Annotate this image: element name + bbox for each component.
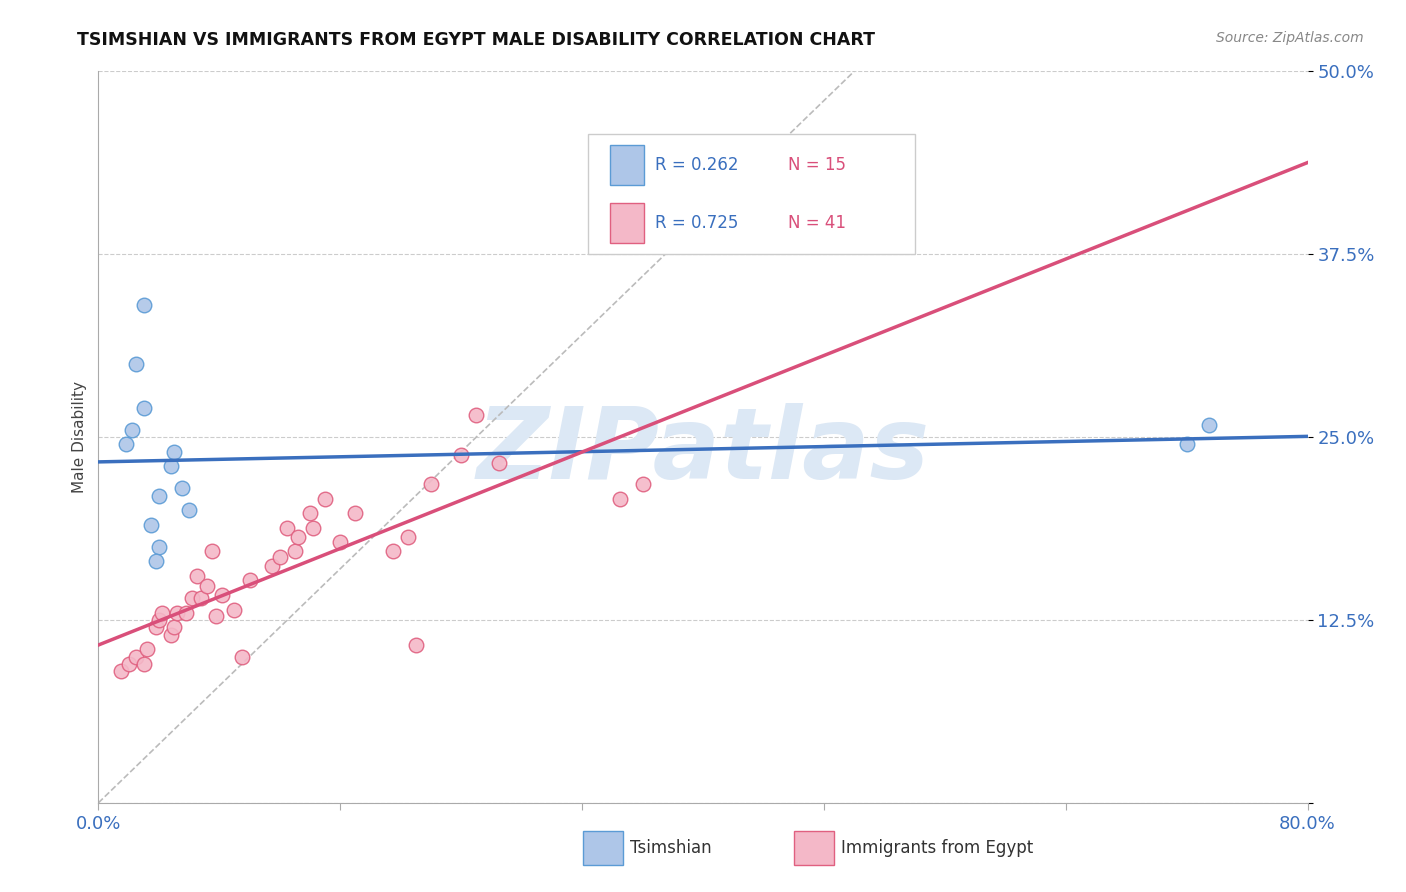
Point (121, 423, 143, 437)
Point (181, 591, 204, 605)
Text: ZIPatlas: ZIPatlas (477, 403, 929, 500)
Point (488, 457, 510, 471)
Point (160, 627, 183, 641)
Point (114, 437, 136, 451)
FancyBboxPatch shape (610, 203, 644, 244)
FancyBboxPatch shape (610, 145, 644, 185)
Point (224, 603, 246, 617)
Point (132, 298, 155, 312)
Point (160, 459, 183, 474)
Point (420, 476, 443, 491)
Point (125, 357, 148, 371)
Text: R = 0.262: R = 0.262 (655, 155, 738, 174)
Point (148, 540, 170, 554)
Point (1198, 418, 1220, 433)
Point (132, 657, 155, 671)
Point (148, 613, 170, 627)
Point (609, 491, 631, 506)
Point (269, 549, 291, 564)
Point (344, 506, 367, 520)
Point (450, 448, 472, 462)
Point (201, 544, 224, 558)
Point (186, 569, 208, 583)
Point (299, 506, 322, 520)
Point (382, 544, 405, 558)
Point (314, 491, 336, 506)
Point (211, 588, 233, 602)
Point (239, 574, 262, 588)
Point (170, 481, 193, 495)
Text: N = 15: N = 15 (787, 155, 845, 174)
FancyBboxPatch shape (588, 134, 915, 254)
Point (163, 444, 186, 458)
Point (231, 649, 253, 664)
Point (405, 638, 427, 652)
Point (174, 606, 197, 620)
Y-axis label: Male Disability: Male Disability (72, 381, 87, 493)
Point (125, 649, 148, 664)
Point (150, 606, 173, 620)
Point (276, 521, 298, 535)
Point (179, 503, 201, 517)
Point (329, 535, 352, 549)
Point (145, 620, 167, 634)
Point (465, 408, 488, 422)
Point (205, 608, 228, 623)
Point (190, 591, 212, 605)
Text: Immigrants from Egypt: Immigrants from Egypt (841, 839, 1033, 857)
Point (135, 642, 157, 657)
Point (110, 664, 132, 678)
Point (145, 554, 167, 568)
Point (302, 521, 325, 535)
Point (166, 606, 188, 620)
Point (195, 579, 218, 593)
Point (163, 620, 186, 634)
Point (284, 544, 307, 558)
Text: N = 41: N = 41 (787, 214, 845, 232)
Text: Source: ZipAtlas.com: Source: ZipAtlas.com (1216, 31, 1364, 45)
Point (141, 517, 163, 532)
Point (262, 558, 284, 573)
Point (396, 530, 419, 544)
Text: Tsimshian: Tsimshian (630, 839, 711, 857)
Point (132, 401, 155, 415)
Text: R = 0.725: R = 0.725 (655, 214, 738, 232)
Point (118, 657, 141, 671)
Point (1175, 437, 1198, 451)
Point (148, 489, 170, 503)
Point (631, 476, 654, 491)
Text: TSIMSHIAN VS IMMIGRANTS FROM EGYPT MALE DISABILITY CORRELATION CHART: TSIMSHIAN VS IMMIGRANTS FROM EGYPT MALE … (77, 31, 876, 49)
Point (287, 530, 309, 544)
